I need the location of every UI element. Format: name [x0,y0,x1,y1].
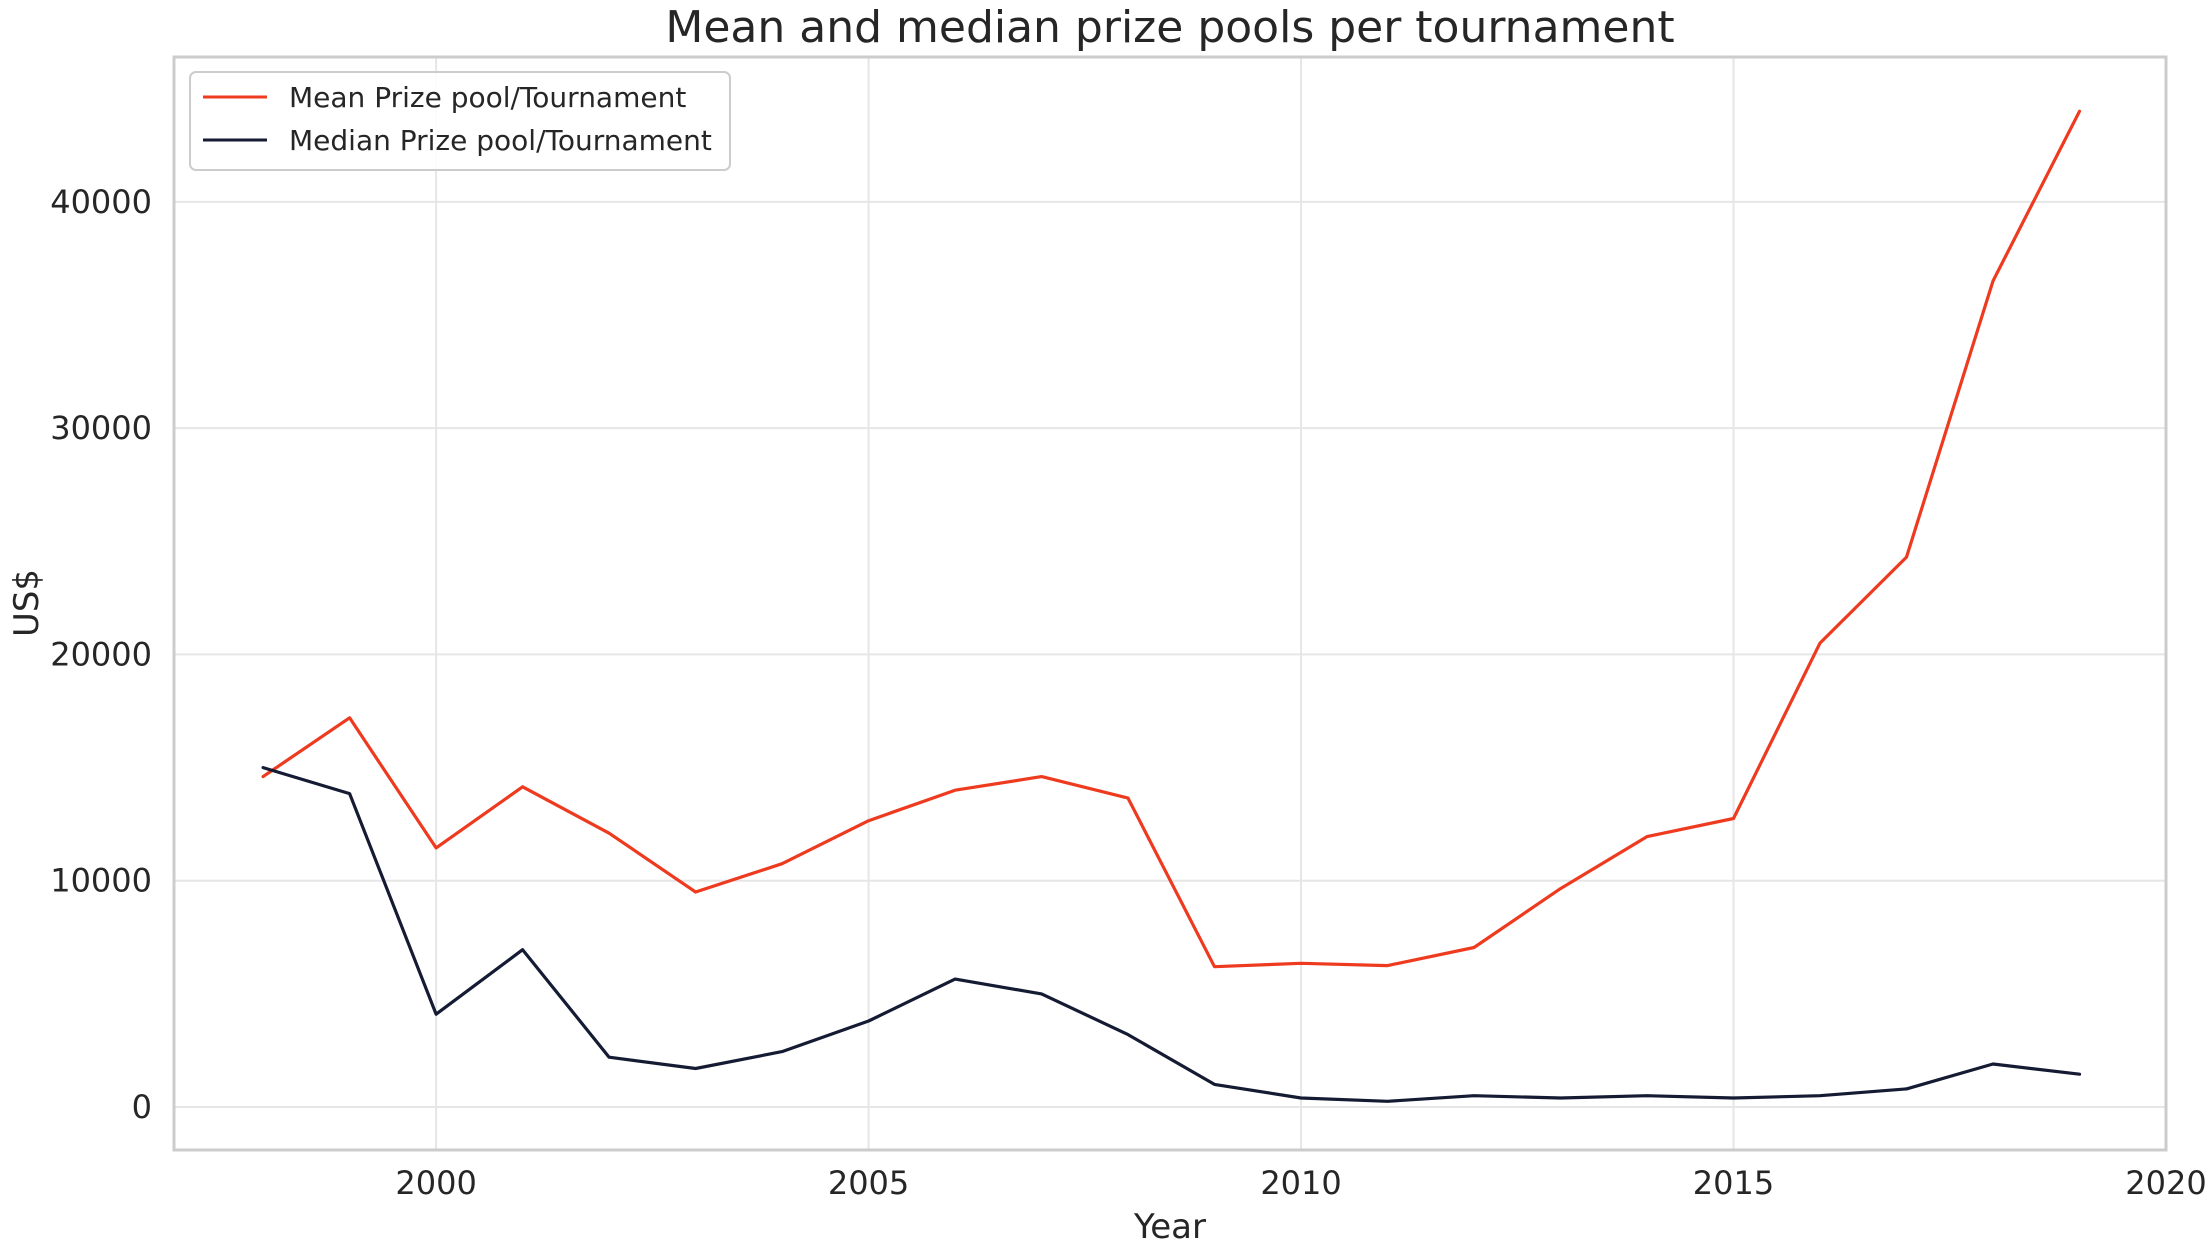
legend-box [189,71,731,171]
median-prize-line [261,765,2082,1103]
series-lines [261,109,2082,1103]
y-tick-label-20000: 20000 [50,635,152,673]
legend-label-median: Median Prize pool/Tournament [289,124,712,157]
x-tick-label-2010: 2010 [1260,1164,1341,1202]
x-axis-label: Year [1133,1207,1206,1246]
y-axis-ticks: 0 10000 20000 30000 40000 [50,183,152,1126]
mean-prize-line [261,109,2082,969]
y-tick-label-30000: 30000 [50,409,152,447]
y-tick-label-40000: 40000 [50,183,152,221]
legend-label-mean: Mean Prize pool/Tournament [289,81,686,114]
x-tick-label-2000: 2000 [395,1164,476,1202]
x-tick-label-2020: 2020 [2125,1164,2206,1202]
y-axis-label: US$ [7,569,47,637]
y-tick-label-0: 0 [132,1088,152,1126]
legend: Mean Prize pool/Tournament Median Prize … [189,71,731,171]
chart-title: Mean and median prize pools per tourname… [665,2,1674,53]
x-axis-ticks: 2000 2005 2010 2015 2020 [395,1164,2206,1202]
x-tick-label-2005: 2005 [828,1164,909,1202]
plot-frame [172,55,2168,1152]
y-tick-label-10000: 10000 [50,862,152,900]
x-tick-label-2015: 2015 [1693,1164,1774,1202]
